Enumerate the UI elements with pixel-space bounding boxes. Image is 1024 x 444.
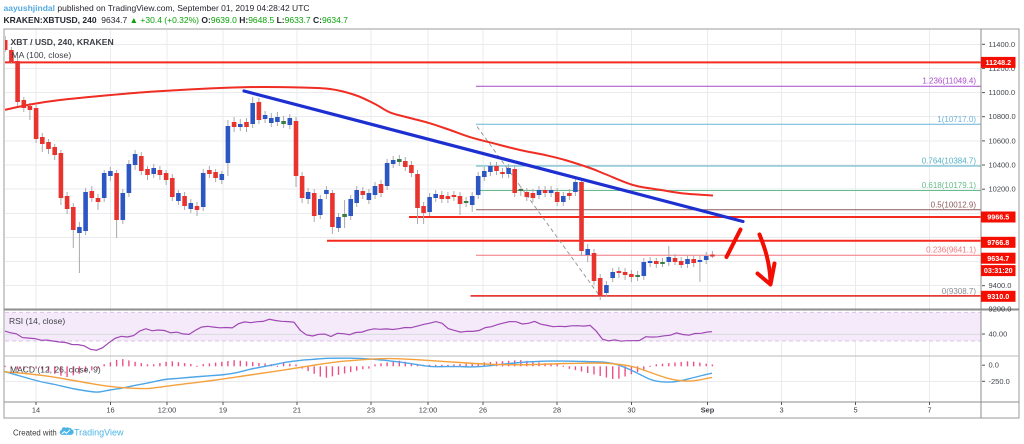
svg-text:3: 3 [779,406,783,415]
svg-text:1.236(11049.4): 1.236(11049.4) [922,77,976,86]
svg-text:03:31:20: 03:31:20 [984,266,1013,275]
svg-text:Sep: Sep [701,406,715,415]
svg-text:10600.0: 10600.0 [989,136,1016,145]
svg-text:0.618(10179.1): 0.618(10179.1) [922,181,977,190]
svg-text:14: 14 [32,406,40,415]
svg-text:0.5(10012.9): 0.5(10012.9) [931,200,977,209]
svg-text:28: 28 [553,406,561,415]
svg-text:11000.0: 11000.0 [989,88,1016,97]
svg-text:9200.0: 9200.0 [989,304,1012,313]
svg-text:26: 26 [479,406,487,415]
svg-text:0(9308.7): 0(9308.7) [942,287,977,296]
svg-text:19: 19 [219,406,227,415]
svg-text:0.236(9641.1): 0.236(9641.1) [926,246,976,255]
svg-text:XBT / USD, 240, KRAKEN: XBT / USD, 240, KRAKEN [11,37,114,47]
svg-text:12:00: 12:00 [158,406,177,415]
svg-text:MACD (12, 26, close, 9): MACD (12, 26, close, 9) [10,365,101,375]
svg-text:-250.0: -250.0 [989,377,1010,386]
svg-text:30: 30 [627,406,635,415]
svg-text:0.764(10384.7): 0.764(10384.7) [922,157,977,166]
svg-text:9400.0: 9400.0 [989,281,1012,290]
svg-text:9634.7: 9634.7 [987,254,1009,263]
svg-text:10800.0: 10800.0 [989,112,1016,121]
svg-text:9766.8: 9766.8 [987,238,1009,247]
svg-text:10400.0: 10400.0 [989,161,1016,170]
svg-text:RSI (14, close): RSI (14, close) [9,316,65,326]
svg-text:7: 7 [927,406,931,415]
svg-text:0.0: 0.0 [989,361,999,370]
svg-text:1(10717.0): 1(10717.0) [937,115,976,124]
svg-text:10200.0: 10200.0 [989,185,1016,194]
svg-text:12:00: 12:00 [419,406,438,415]
svg-text:11400.0: 11400.0 [989,40,1016,49]
svg-text:11200.0: 11200.0 [989,64,1016,73]
svg-text:5: 5 [853,406,857,415]
svg-text:MA (100, close): MA (100, close) [12,50,72,60]
svg-text:21: 21 [293,406,301,415]
svg-text:16: 16 [106,406,114,415]
svg-text:11248.2: 11248.2 [986,58,1012,67]
svg-text:23: 23 [367,406,375,415]
svg-text:9310.0: 9310.0 [987,292,1009,301]
svg-text:9966.5: 9966.5 [987,213,1009,222]
svg-text:40.00: 40.00 [989,330,1008,339]
